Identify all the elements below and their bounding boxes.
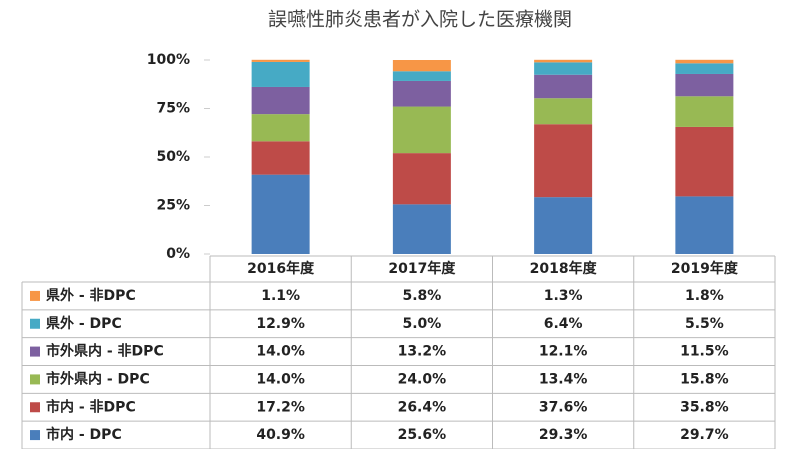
legend-label: 市外県内 - DPC (46, 370, 150, 387)
table-cell: 25.6% (398, 427, 447, 443)
bar-segment (534, 59, 593, 63)
column-header: 2016年度 (247, 260, 315, 277)
bar-segment (675, 63, 734, 74)
legend-swatch (30, 374, 40, 385)
bar-segment (251, 174, 310, 254)
bar-segment (534, 62, 593, 75)
table-cell: 6.4% (544, 316, 583, 332)
column-header: 2018年度 (530, 260, 598, 277)
table-cell: 13.4% (539, 371, 588, 387)
table-cell: 5.0% (402, 316, 441, 332)
table-cell: 15.8% (680, 371, 729, 387)
table-cell: 35.8% (680, 399, 729, 415)
legend-swatch (30, 430, 40, 441)
table-cell: 14.0% (256, 344, 305, 360)
legend-swatch (30, 346, 40, 357)
bar-segment (534, 197, 593, 254)
table-cell: 1.8% (685, 288, 724, 304)
table-cell: 17.2% (256, 399, 305, 415)
y-tick-label: 0% (166, 246, 190, 262)
table-cell: 1.3% (544, 288, 583, 304)
table-cell: 1.1% (261, 288, 300, 304)
legend-label: 県外 - 非DPC (46, 287, 136, 304)
bar-segment (675, 96, 734, 127)
table-cell: 5.8% (402, 288, 441, 304)
column-header: 2019年度 (671, 260, 739, 277)
table-cell: 13.2% (398, 344, 447, 360)
table-cell: 12.1% (539, 344, 588, 360)
legend-label: 市外県内 - 非DPC (46, 343, 164, 360)
bar-segment (534, 124, 593, 198)
table-cell: 29.3% (539, 427, 588, 443)
table-cell: 12.9% (256, 316, 305, 332)
bar-segment (534, 98, 593, 125)
column-header: 2017年度 (388, 260, 456, 277)
y-tick-label: 75% (156, 101, 190, 117)
table-cell: 5.5% (685, 316, 724, 332)
table-cell: 37.6% (539, 399, 588, 415)
legend-swatch (30, 290, 40, 301)
bar-segment (675, 126, 734, 197)
bar-segment (675, 73, 734, 97)
bar-segment (251, 59, 310, 62)
y-tick-label: 100% (147, 52, 190, 68)
bar-segment (251, 61, 310, 87)
legend-label: 県外 - DPC (46, 315, 122, 332)
y-tick-label: 50% (156, 149, 190, 165)
bar-segment (534, 74, 593, 99)
legend-swatch (30, 402, 40, 413)
bar-segment (251, 86, 310, 115)
table-cell: 24.0% (398, 371, 447, 387)
bar-segment (251, 114, 310, 142)
table-cell: 40.9% (256, 427, 305, 443)
table-cell: 11.5% (680, 344, 729, 360)
legend-label: 市内 - 非DPC (46, 398, 136, 415)
table-cell: 14.0% (256, 371, 305, 387)
bar-segment (392, 153, 451, 205)
bar-segment (392, 106, 451, 154)
bar-segment (392, 71, 451, 81)
bar-segment (675, 196, 734, 254)
bar-segment (251, 141, 310, 175)
bar-segment (392, 60, 451, 72)
table-cell: 29.7% (680, 427, 729, 443)
bar-segment (675, 59, 734, 64)
bar-segment (392, 80, 451, 107)
table-cell: 26.4% (398, 399, 447, 415)
legend-label: 市内 - DPC (46, 426, 122, 443)
bar-segment (392, 204, 451, 254)
y-tick-label: 25% (156, 198, 190, 214)
chart-title: 誤嚥性肺炎患者が入院した医療機関 (268, 9, 572, 31)
legend-swatch (30, 318, 40, 329)
